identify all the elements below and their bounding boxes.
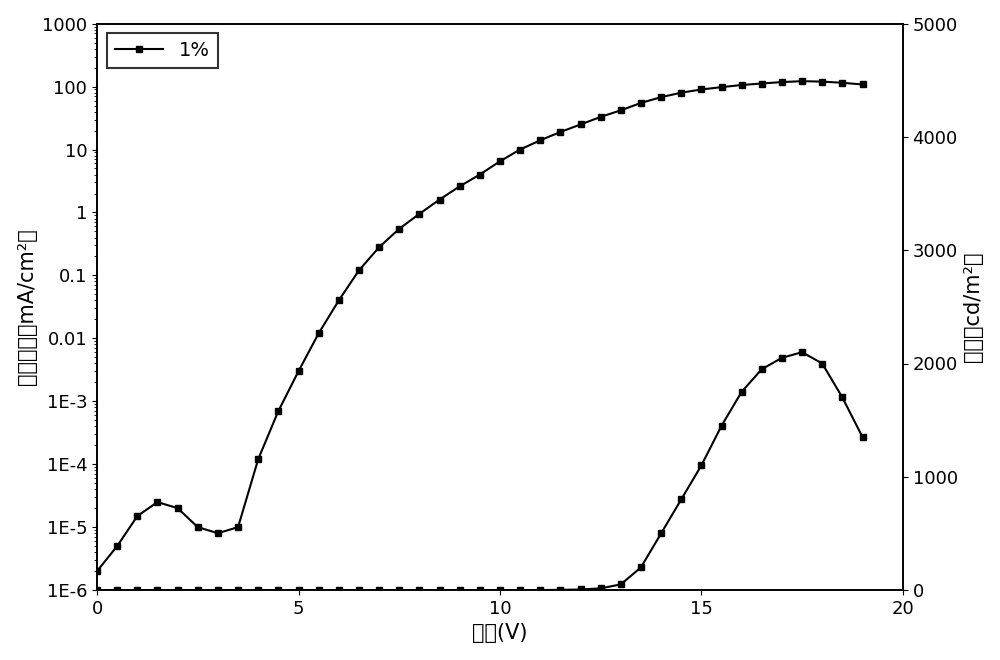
1% <box>232 523 244 531</box>
1% <box>393 225 405 233</box>
1% <box>474 171 486 179</box>
1% <box>373 244 385 251</box>
Line: 1%: 1% <box>94 78 866 575</box>
1% <box>534 137 546 145</box>
1% <box>554 128 566 136</box>
1% <box>454 182 466 190</box>
1% <box>514 146 526 154</box>
1% <box>313 329 325 337</box>
1% <box>293 367 305 375</box>
1% <box>635 99 647 107</box>
Legend: 1%: 1% <box>107 34 218 68</box>
1% <box>595 113 607 121</box>
1% <box>575 121 587 129</box>
Y-axis label: 亮度（cd/m²）: 亮度（cd/m²） <box>963 251 983 362</box>
1% <box>91 567 103 575</box>
1% <box>776 78 788 86</box>
Y-axis label: 电流密度（mA/cm²）: 电流密度（mA/cm²） <box>17 228 37 385</box>
X-axis label: 电压(V): 电压(V) <box>472 623 528 644</box>
1% <box>192 523 204 531</box>
1% <box>716 83 728 91</box>
1% <box>252 455 264 463</box>
1% <box>333 296 345 304</box>
1% <box>675 88 687 96</box>
1% <box>736 81 748 89</box>
1% <box>796 77 808 85</box>
1% <box>172 504 184 512</box>
1% <box>857 81 869 88</box>
1% <box>272 407 284 415</box>
1% <box>212 529 224 537</box>
1% <box>695 86 707 94</box>
1% <box>413 210 425 218</box>
1% <box>131 512 143 520</box>
1% <box>756 80 768 88</box>
1% <box>494 157 506 165</box>
1% <box>434 195 446 203</box>
1% <box>836 79 848 86</box>
1% <box>151 498 163 506</box>
1% <box>615 106 627 114</box>
1% <box>816 78 828 86</box>
1% <box>111 542 123 550</box>
1% <box>353 267 365 275</box>
1% <box>655 93 667 101</box>
